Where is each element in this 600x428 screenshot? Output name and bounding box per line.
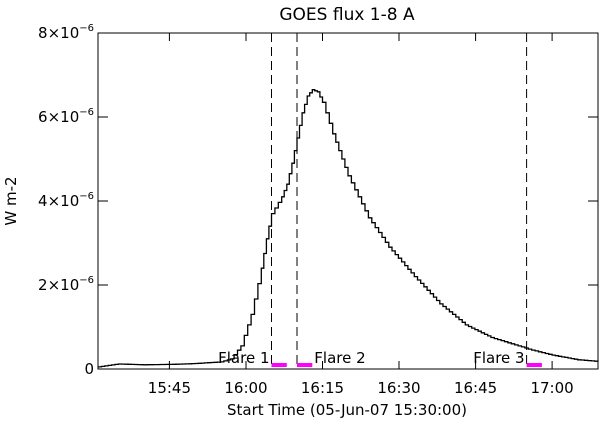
y-axis-ticks: 0 2×10−6 4×10−6 6×10−6 8×10−6	[38, 23, 598, 378]
flare-label-3: Flare 3	[473, 349, 524, 367]
y-tick-label: 8×10−6	[38, 23, 94, 42]
y-tick-exponent: −6	[79, 107, 94, 118]
chart-title: GOES flux 1-8 A	[279, 5, 415, 25]
y-tick-label: 6×10−6	[38, 107, 94, 126]
x-axis-label: Start Time (05-Jun-07 15:30:00)	[227, 401, 467, 419]
x-tick-label: 16:15	[301, 379, 344, 397]
flare-markers: Flare 1 Flare 2 Flare 3	[218, 349, 542, 367]
x-tick-label: 16:30	[377, 379, 420, 397]
y-axis-label: W m-2	[2, 176, 20, 225]
x-tick-label: 17:00	[530, 379, 573, 397]
flare-label-1: Flare 1	[218, 349, 269, 367]
flare-boundary-lines	[271, 33, 528, 369]
y-tick-label: 0	[84, 360, 94, 378]
y-tick-exponent: −6	[79, 275, 94, 286]
plot-area	[97, 32, 599, 370]
x-tick-label: 16:45	[454, 379, 497, 397]
flare-label-2: Flare 2	[314, 349, 365, 367]
x-axis-ticks: 15:45 16:00 16:15 16:30 16:45 17:00	[148, 33, 574, 397]
series-line-0	[98, 89, 599, 368]
y-tick-label: 2×10−6	[38, 275, 94, 294]
y-tick-label: 4×10−6	[38, 191, 94, 210]
x-tick-label: 15:45	[148, 379, 191, 397]
series-layer	[98, 89, 599, 368]
plot-frame	[97, 32, 599, 370]
y-tick-exponent: −6	[79, 23, 94, 34]
x-tick-label: 16:00	[224, 379, 267, 397]
y-tick-exponent: −6	[79, 191, 94, 202]
